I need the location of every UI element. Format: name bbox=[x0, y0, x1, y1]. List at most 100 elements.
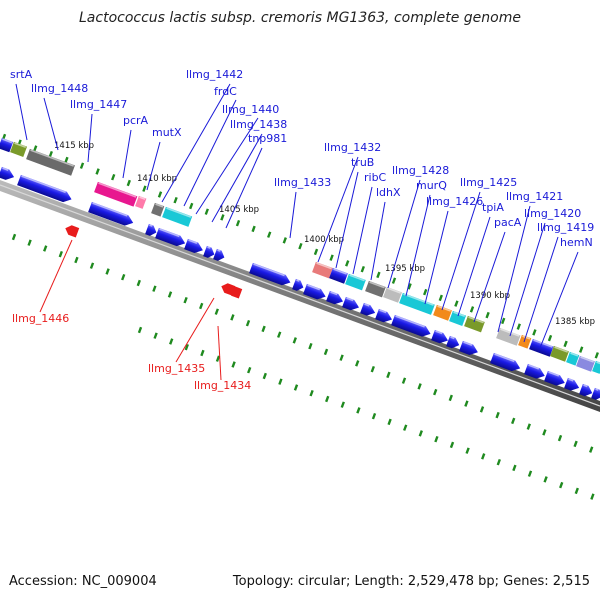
cds-arrow-sheen bbox=[435, 330, 443, 335]
tick-mark bbox=[220, 214, 225, 221]
tick-mark bbox=[167, 291, 173, 298]
gene-block-shape bbox=[312, 261, 333, 279]
cds-arrow-sheen bbox=[217, 249, 221, 252]
gene-label: llmg_1433 bbox=[274, 176, 331, 189]
tick-mark bbox=[247, 366, 252, 374]
kbp-label: 1385 kbp bbox=[555, 317, 595, 327]
tick-mark bbox=[526, 423, 531, 430]
cds-arrow-sheen bbox=[296, 279, 300, 282]
gene-block bbox=[26, 148, 75, 176]
gene-leader-line bbox=[317, 156, 359, 263]
cds-arrow-sheen bbox=[463, 341, 473, 346]
tick-mark bbox=[27, 239, 32, 246]
gene-block-shape bbox=[529, 338, 554, 357]
cds-arrow-shape bbox=[431, 329, 449, 344]
gene-block bbox=[518, 334, 532, 349]
tick-mark bbox=[43, 245, 48, 252]
cds-arrow-shape bbox=[524, 363, 545, 379]
tick-mark bbox=[278, 378, 283, 385]
gene-label: llmg_1425 bbox=[460, 176, 517, 189]
gene-block bbox=[449, 310, 467, 326]
gene-leader-line bbox=[424, 210, 449, 305]
gene-label: llmg_1438 bbox=[230, 118, 287, 131]
kbp-label: 1400 kbp bbox=[304, 235, 344, 245]
gene-label: llmg_1432 bbox=[324, 141, 381, 154]
gene-leader-line bbox=[211, 133, 263, 223]
gene-block-sheen bbox=[166, 207, 192, 218]
cds-arrow bbox=[446, 335, 460, 349]
tick-mark bbox=[512, 464, 517, 472]
gene-block-shape bbox=[383, 286, 402, 303]
tick-mark bbox=[58, 250, 63, 258]
tick-mark bbox=[401, 377, 407, 384]
tick-mark bbox=[438, 294, 443, 302]
cds-arrow-shape bbox=[292, 278, 304, 291]
tick-mark bbox=[465, 447, 470, 454]
rna-feature bbox=[228, 286, 243, 299]
tick-mark bbox=[277, 331, 282, 338]
gene-leader-line bbox=[457, 216, 491, 317]
gene-block-sheen bbox=[333, 268, 347, 275]
tick-mark bbox=[563, 340, 568, 348]
tick-mark bbox=[215, 355, 221, 362]
tick-mark bbox=[407, 283, 412, 290]
cds-arrow-sheen bbox=[253, 263, 285, 277]
tick-mark bbox=[136, 279, 141, 287]
cds-arrow bbox=[0, 166, 15, 180]
tick-mark bbox=[74, 256, 79, 264]
gene-block bbox=[94, 181, 138, 207]
tick-mark bbox=[557, 434, 563, 442]
tick-mark bbox=[235, 219, 241, 227]
gene-leader-line bbox=[352, 186, 373, 275]
gene-leader-line bbox=[289, 191, 297, 239]
gene-leader-line bbox=[335, 171, 359, 269]
cds-arrow bbox=[88, 201, 134, 226]
gene-label: truB bbox=[351, 156, 374, 169]
gene-leader-line bbox=[370, 201, 386, 281]
gene-block-sheen bbox=[30, 149, 74, 167]
gene-block-shape bbox=[592, 360, 600, 374]
tick-mark bbox=[547, 334, 553, 342]
gene-block bbox=[433, 304, 452, 321]
tick-mark bbox=[345, 260, 350, 267]
cds-arrow-sheen bbox=[395, 315, 425, 328]
cds-arrow bbox=[303, 283, 326, 300]
cds-arrow-sheen bbox=[149, 224, 153, 227]
kbp-label: 1405 kbp bbox=[219, 205, 259, 215]
gene-block-sheen bbox=[596, 361, 600, 365]
cds-arrow bbox=[17, 174, 72, 203]
gene-label: llmg_1440 bbox=[222, 103, 279, 116]
gene-label: llmg_1447 bbox=[70, 98, 127, 111]
gene-label: llmg_1446 bbox=[12, 312, 69, 325]
tick-mark bbox=[340, 401, 345, 408]
cds-arrow-shape bbox=[326, 290, 344, 305]
gene-label: llmg_1421 bbox=[506, 190, 563, 203]
gene-block-sheen bbox=[403, 293, 434, 306]
gene-block-sheen bbox=[580, 356, 594, 363]
tick-mark bbox=[532, 329, 537, 336]
gene-leader-line bbox=[15, 83, 28, 141]
gene-label: llmg_1420 bbox=[524, 207, 581, 220]
genome-summary: Topology: circular; Length: 2,529,478 bp… bbox=[232, 574, 590, 589]
gene-block-sheen bbox=[139, 196, 146, 200]
tick-mark bbox=[574, 487, 579, 495]
cds-arrow-sheen bbox=[528, 364, 540, 370]
gene-leader-line bbox=[441, 191, 481, 311]
gene-label: tpiA bbox=[482, 201, 504, 214]
tick-mark bbox=[173, 196, 178, 204]
tick-mark bbox=[79, 162, 85, 169]
gene-block-sheen bbox=[14, 142, 27, 149]
gene-leader-line bbox=[122, 129, 132, 179]
tick-mark bbox=[449, 441, 455, 449]
cds-arrow-sheen bbox=[207, 246, 211, 249]
tick-mark bbox=[293, 384, 299, 391]
tick-mark bbox=[579, 346, 584, 353]
gene-block-shape bbox=[94, 181, 138, 207]
tick-mark bbox=[169, 338, 174, 345]
gene-block-sheen bbox=[2, 138, 13, 144]
cds-arrow-shape bbox=[303, 283, 326, 300]
cds-arrow bbox=[431, 329, 449, 344]
tick-mark bbox=[469, 306, 475, 313]
tick-mark bbox=[403, 424, 408, 431]
